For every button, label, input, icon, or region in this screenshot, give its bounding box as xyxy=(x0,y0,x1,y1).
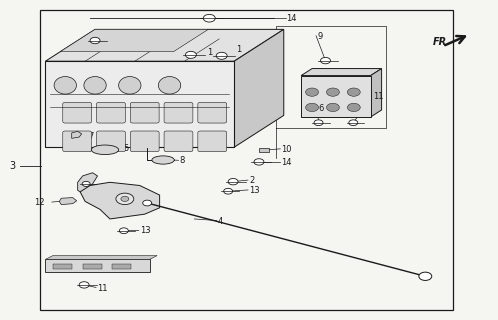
Circle shape xyxy=(327,88,339,96)
FancyBboxPatch shape xyxy=(130,131,159,152)
Text: 2: 2 xyxy=(249,176,254,185)
Text: 5: 5 xyxy=(124,144,128,153)
Ellipse shape xyxy=(91,145,119,155)
Text: FR.: FR. xyxy=(433,37,451,47)
Circle shape xyxy=(143,200,152,206)
Text: 6: 6 xyxy=(319,104,324,113)
Polygon shape xyxy=(59,197,77,204)
Text: 13: 13 xyxy=(249,186,259,195)
Text: 13: 13 xyxy=(140,226,150,235)
FancyBboxPatch shape xyxy=(97,131,125,152)
Ellipse shape xyxy=(152,156,174,164)
Circle shape xyxy=(203,14,215,22)
Circle shape xyxy=(116,193,134,204)
Text: 14: 14 xyxy=(286,14,297,23)
Polygon shape xyxy=(45,256,157,260)
Bar xyxy=(40,10,453,310)
Bar xyxy=(113,264,131,269)
Circle shape xyxy=(254,159,264,165)
Text: 11: 11 xyxy=(97,284,108,292)
Text: 12: 12 xyxy=(34,198,45,207)
Bar xyxy=(301,76,371,117)
Circle shape xyxy=(185,51,196,58)
Circle shape xyxy=(327,103,339,112)
Circle shape xyxy=(314,120,323,125)
Bar xyxy=(83,264,102,269)
Text: 8: 8 xyxy=(179,156,185,165)
Circle shape xyxy=(90,37,100,44)
FancyBboxPatch shape xyxy=(97,102,125,123)
Circle shape xyxy=(228,179,238,185)
FancyBboxPatch shape xyxy=(63,102,92,123)
Polygon shape xyxy=(45,29,284,61)
FancyBboxPatch shape xyxy=(164,102,193,123)
Circle shape xyxy=(120,228,128,234)
Circle shape xyxy=(321,57,331,64)
Circle shape xyxy=(306,88,319,96)
Polygon shape xyxy=(301,68,381,76)
Circle shape xyxy=(79,282,89,288)
Circle shape xyxy=(216,52,227,59)
Circle shape xyxy=(82,181,90,187)
Ellipse shape xyxy=(158,76,181,94)
FancyBboxPatch shape xyxy=(130,102,159,123)
FancyBboxPatch shape xyxy=(164,131,193,152)
Polygon shape xyxy=(60,29,208,52)
Bar xyxy=(259,148,269,152)
Circle shape xyxy=(419,272,432,280)
Text: 10: 10 xyxy=(281,145,292,154)
Text: 11: 11 xyxy=(373,92,383,101)
Bar xyxy=(45,61,234,147)
Circle shape xyxy=(224,188,233,194)
FancyBboxPatch shape xyxy=(198,131,227,152)
Text: 14: 14 xyxy=(281,158,292,167)
Text: 3: 3 xyxy=(9,161,16,172)
Circle shape xyxy=(347,88,360,96)
Polygon shape xyxy=(234,29,284,147)
Bar xyxy=(45,260,150,272)
Circle shape xyxy=(121,196,129,201)
Text: 4: 4 xyxy=(218,217,223,226)
Polygon shape xyxy=(72,131,82,138)
Text: 7: 7 xyxy=(89,132,94,140)
FancyBboxPatch shape xyxy=(198,102,227,123)
Ellipse shape xyxy=(54,76,76,94)
Ellipse shape xyxy=(119,76,141,94)
Bar xyxy=(53,264,72,269)
Circle shape xyxy=(349,120,358,125)
Circle shape xyxy=(306,103,319,112)
Circle shape xyxy=(347,103,360,112)
Text: 1: 1 xyxy=(237,45,242,54)
FancyBboxPatch shape xyxy=(63,131,92,152)
Text: 1: 1 xyxy=(207,48,212,57)
Polygon shape xyxy=(80,182,160,219)
Ellipse shape xyxy=(84,76,106,94)
Polygon shape xyxy=(78,173,98,194)
Text: 9: 9 xyxy=(317,32,322,41)
Polygon shape xyxy=(371,68,381,117)
